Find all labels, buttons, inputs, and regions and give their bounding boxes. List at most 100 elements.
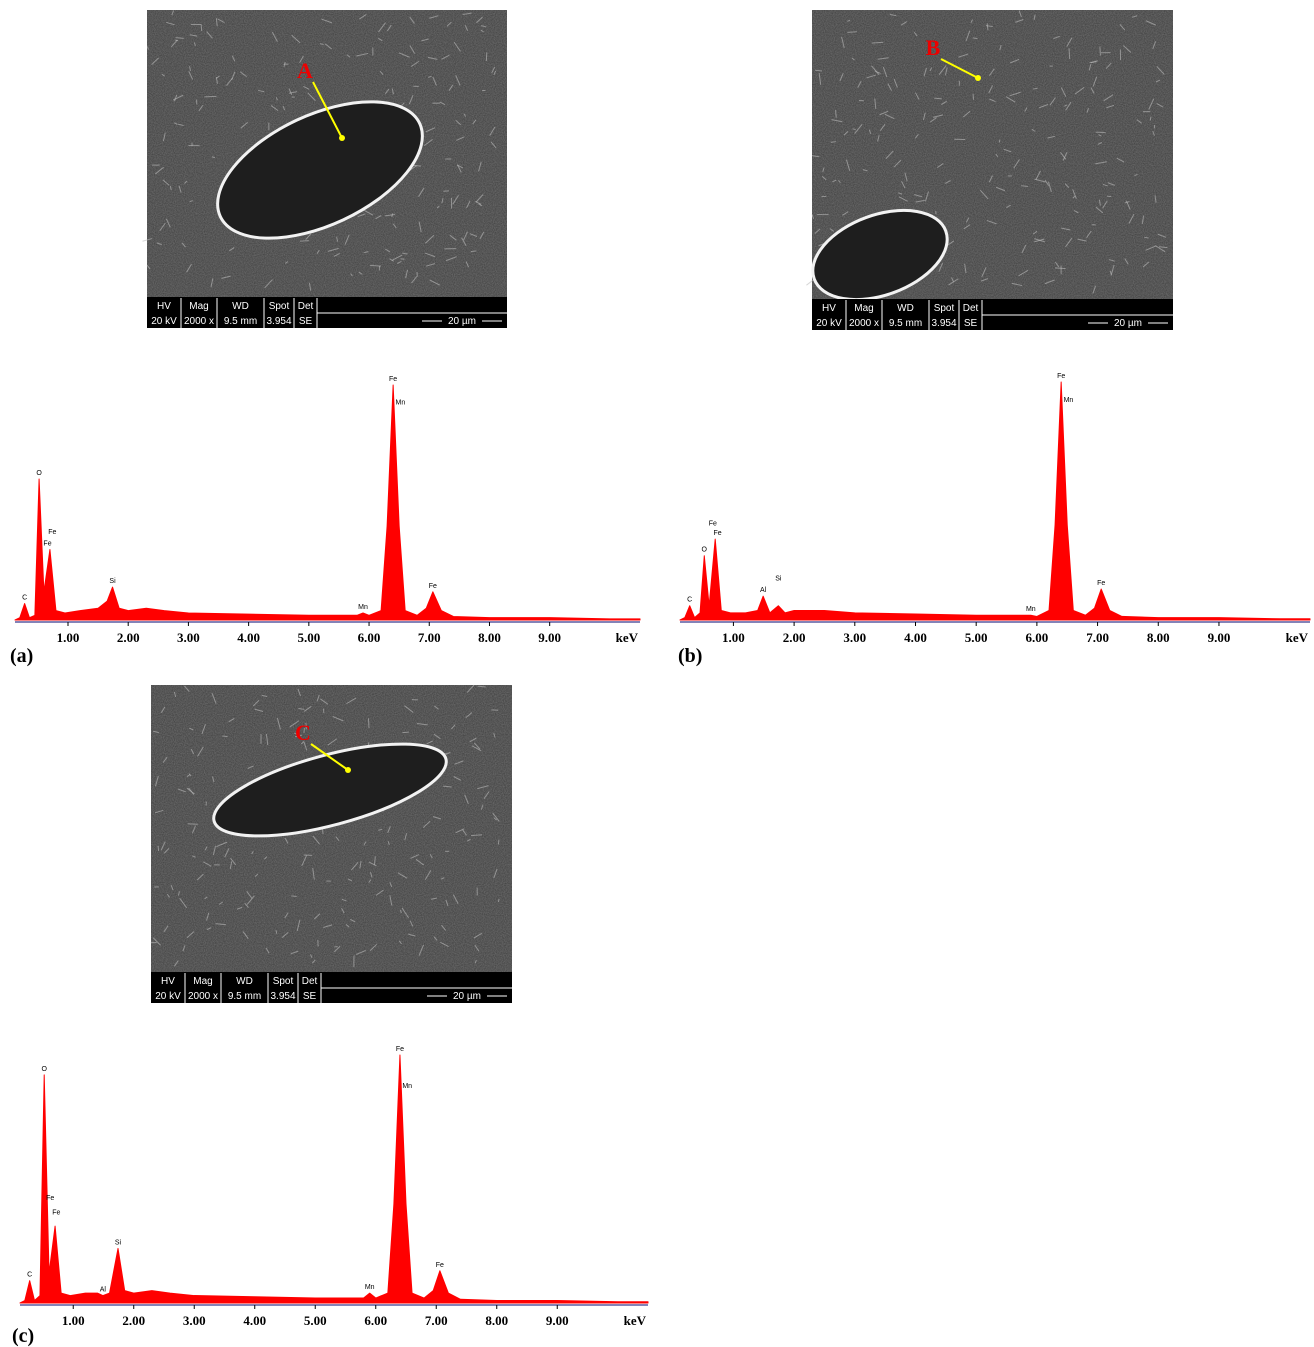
sem-streak: [378, 828, 383, 831]
sem-streak: [170, 39, 178, 48]
sem-streak: [416, 723, 428, 726]
sem-streak: [173, 94, 178, 102]
sem-streak: [870, 65, 880, 75]
sem-streak: [1156, 66, 1165, 75]
x-axis-label: keV: [624, 1313, 647, 1328]
x-tick-label: 3.00: [183, 1313, 206, 1328]
x-tick-label: 7.00: [1086, 630, 1109, 645]
sem-streak: [204, 846, 208, 851]
panel-label: (c): [12, 1325, 34, 1347]
sem-streak: [429, 279, 440, 286]
sem-streak: [313, 913, 321, 920]
x-tick-label: 2.00: [122, 1313, 145, 1328]
sem-streak: [191, 825, 196, 834]
sem-streak: [251, 851, 254, 855]
sem-streak: [440, 877, 445, 880]
sem-streak: [1038, 104, 1049, 109]
sem-streak: [1018, 269, 1029, 277]
scale-label: 20 µm: [1114, 318, 1142, 329]
scale-label: 20 µm: [448, 316, 476, 327]
sem-streak: [958, 53, 969, 58]
peak-label: Mn: [402, 1083, 412, 1090]
sem-streak: [184, 180, 188, 184]
sem-streak: [441, 924, 447, 931]
sem-streak: [1155, 79, 1161, 83]
sem-streak: [857, 80, 862, 88]
sem-streak: [301, 855, 308, 867]
sem-streak: [1090, 87, 1095, 94]
sem-streak: [379, 71, 384, 75]
sem-streak: [299, 55, 304, 63]
sem-streak: [345, 923, 350, 928]
info-value: 9.5 mm: [889, 318, 922, 329]
sem-streak: [357, 213, 366, 218]
sem-streak: [188, 787, 195, 795]
peak-label: Si: [775, 575, 782, 582]
sem-streak: [822, 167, 825, 172]
sem-streak: [440, 941, 449, 948]
sem-streak: [282, 106, 286, 111]
sem-streak: [970, 19, 974, 23]
sem-streak: [1054, 267, 1066, 270]
sem-streak: [432, 76, 437, 86]
sem-streak: [404, 705, 414, 713]
sem-streak: [818, 72, 822, 85]
info-value: 2000 x: [188, 991, 218, 1002]
peak-label: O: [36, 470, 42, 477]
sem-streak: [478, 161, 482, 172]
sem-streak: [477, 685, 486, 688]
x-tick-label: 3.00: [843, 630, 866, 645]
sem-streak: [1077, 238, 1087, 242]
info-value: 20 kV: [816, 318, 842, 329]
sem-streak: [475, 194, 484, 203]
sem-streak: [466, 838, 471, 842]
sem-streak: [296, 919, 301, 932]
sem-streak: [474, 959, 477, 964]
x-tick-label: 2.00: [783, 630, 806, 645]
info-header: Mag: [193, 976, 212, 987]
sem-streak: [375, 215, 382, 220]
sem-streak: [915, 199, 925, 203]
sem-streak: [454, 760, 464, 765]
sem-image: B HV 20 kV Mag 2000 x WD 9.5 mm Spot 3.954 Det SE 2…: [806, 10, 1173, 330]
sem-streak: [1088, 64, 1092, 71]
sem-streak: [270, 105, 279, 112]
marker-label: B: [926, 35, 941, 60]
sem-streak: [341, 898, 347, 902]
sem-streak: [1072, 189, 1077, 199]
sem-streak: [204, 896, 208, 900]
sem-streak: [471, 745, 482, 752]
sem-streak: [178, 185, 182, 193]
sem-streak: [452, 195, 459, 205]
sem-streak: [276, 717, 281, 730]
sem-streak: [1062, 151, 1068, 161]
sem-streak: [1015, 19, 1024, 23]
info-header: HV: [157, 301, 171, 312]
sem-streak: [239, 71, 247, 78]
sem-streak: [240, 121, 248, 129]
sem-streak: [1105, 62, 1112, 69]
sem-streak: [428, 75, 432, 78]
sem-streak: [1003, 148, 1012, 153]
sem-streak: [999, 45, 1002, 51]
sem-streak: [190, 748, 195, 755]
sem-streak: [367, 718, 370, 729]
sem-streak: [832, 179, 837, 183]
sem-streak: [1021, 244, 1027, 254]
sem-streak: [944, 180, 951, 184]
sem-streak: [146, 46, 149, 50]
sem-streak: [445, 751, 451, 755]
info-header: WD: [236, 976, 253, 987]
sem-streak: [412, 164, 421, 167]
marker-arrow-head: [975, 75, 981, 81]
sem-streak: [211, 692, 217, 704]
sem-streak: [290, 950, 299, 955]
sem-streak: [423, 138, 433, 147]
info-value: SE: [303, 991, 317, 1002]
sem-streak: [965, 217, 970, 223]
info-value: 20 kV: [151, 316, 177, 327]
sem-streak: [162, 132, 166, 142]
sem-streak: [439, 101, 446, 106]
sem-streak: [387, 826, 391, 834]
sem-streak: [264, 279, 273, 289]
